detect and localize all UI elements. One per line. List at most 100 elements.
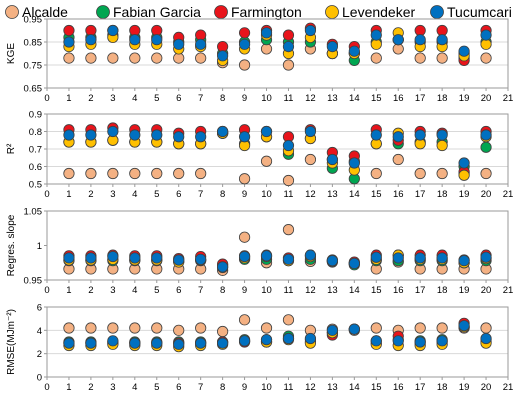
data-point (480, 332, 492, 345)
x-tick-label: 1 (66, 382, 71, 393)
data-point (85, 52, 97, 64)
data-point (436, 129, 448, 141)
data-point (436, 335, 448, 347)
data-point (414, 252, 426, 264)
data-point (217, 50, 229, 62)
series-farmington (63, 122, 492, 178)
x-tick-label: 1 (66, 189, 71, 200)
x-tick-label: 2 (88, 382, 93, 393)
series-levendeker (63, 321, 492, 353)
x-tick-label: 9 (242, 285, 247, 296)
x-tick-label: 21 (503, 189, 514, 200)
x-tick-label: 9 (242, 189, 247, 200)
y-axis-label: Regres. slope (6, 214, 17, 276)
x-tick-label: 19 (459, 382, 470, 393)
data-point (151, 322, 163, 334)
y-tick-label: 0.6 (29, 162, 42, 173)
x-tick-label: 19 (459, 93, 470, 104)
x-tick-label: 7 (198, 382, 203, 393)
y-tick-label: 1 (37, 241, 42, 252)
x-tick-label: 12 (305, 285, 316, 296)
data-point (480, 29, 492, 41)
x-tick-label: 20 (481, 93, 492, 104)
x-tick-label: 16 (393, 285, 404, 296)
data-point (107, 167, 119, 180)
data-point (260, 155, 273, 167)
data-point (282, 59, 295, 71)
x-tick-label: 11 (284, 285, 294, 296)
series-levendeker (63, 127, 492, 181)
data-point (370, 52, 382, 64)
x-tick-label: 0 (44, 382, 49, 393)
data-point (414, 52, 426, 64)
series-tucumcari (63, 320, 492, 350)
x-tick-label: 15 (371, 93, 382, 104)
data-point (304, 153, 317, 166)
data-point (129, 252, 141, 264)
data-point (348, 157, 360, 169)
series-farmington (63, 317, 492, 349)
legend-entry-farmington: Farmington (214, 4, 302, 20)
x-tick-label: 12 (305, 189, 316, 200)
x-tick-label: 10 (261, 93, 272, 104)
data-point (238, 231, 251, 243)
data-point (436, 139, 448, 152)
x-tick-label: 6 (176, 285, 181, 296)
data-point (129, 129, 141, 141)
data-point (458, 169, 470, 181)
y-axis-label: R² (6, 143, 17, 154)
data-point (238, 38, 251, 50)
x-tick-label: 13 (327, 93, 338, 104)
x-tick-label: 2 (88, 93, 93, 104)
x-tick-label: 2 (88, 189, 93, 200)
x-tick-label: 11 (284, 189, 294, 200)
x-tick-label: 3 (110, 285, 115, 296)
x-tick-label: 5 (154, 382, 159, 393)
x-tick-label: 18 (437, 93, 448, 104)
y-tick-label: 0.8 (29, 127, 42, 138)
data-point (173, 254, 185, 266)
data-point (63, 252, 75, 264)
x-tick-label: 9 (242, 382, 247, 393)
data-point (151, 337, 163, 349)
data-point (260, 250, 273, 262)
legend: Alcalde Fabian Garcia Farmington Levendeker… (5, 4, 512, 20)
data-point (304, 24, 317, 37)
data-point (217, 337, 229, 349)
data-point (326, 40, 338, 53)
x-tick-label: 10 (261, 382, 272, 393)
data-point (370, 29, 382, 41)
y-tick-label: 0.7 (29, 145, 42, 156)
x-tick-label: 14 (349, 285, 360, 296)
data-point (107, 335, 119, 347)
data-point (458, 320, 470, 332)
x-tick-label: 3 (110, 189, 115, 200)
data-point (151, 167, 163, 180)
x-tick-label: 20 (481, 285, 492, 296)
x-tick-label: 12 (305, 382, 316, 393)
y-tick-label: 1.05 (24, 207, 43, 218)
data-point (195, 253, 207, 265)
data-point (217, 261, 229, 273)
data-point (151, 252, 163, 264)
data-point (304, 249, 317, 261)
series-levendeker (63, 249, 492, 274)
y-tick-label: 0.95 (24, 15, 43, 26)
data-point (282, 332, 295, 345)
x-tick-label: 21 (503, 93, 514, 104)
data-point (173, 38, 185, 50)
data-point (129, 34, 141, 46)
data-point (151, 52, 163, 64)
data-point (195, 337, 207, 349)
series-levendeker (63, 27, 492, 67)
x-tick-label: 18 (437, 189, 448, 200)
data-point (370, 167, 382, 180)
x-tick-label: 3 (110, 93, 115, 104)
chart-panels: 0.650.750.850.950 1 2 3 4 5 6 7 8 9 10 11 12 13 14 15 16… (6, 15, 513, 394)
legend-label: Fabian Garcia (113, 4, 201, 20)
series-alcalde (63, 127, 492, 187)
data-point (238, 250, 251, 263)
x-tick-label: 6 (176, 93, 181, 104)
